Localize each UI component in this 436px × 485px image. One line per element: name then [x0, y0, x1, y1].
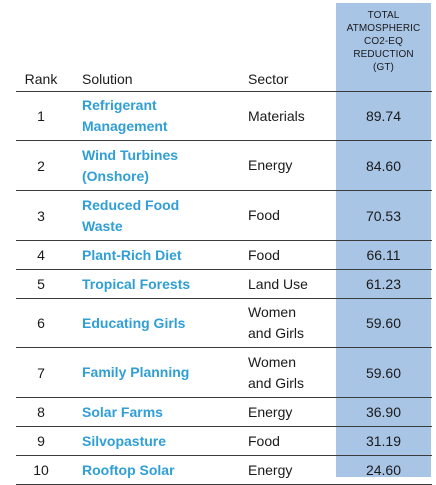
sector-line: Energy — [248, 403, 293, 420]
row-solution: Tropical Forests — [82, 274, 248, 295]
table-row: 8 Solar Farms Energy 36.90 — [16, 397, 432, 426]
row-solution: Silvopasture — [82, 431, 248, 452]
sector-line: Food — [248, 432, 280, 449]
sector-line: and Girls — [248, 325, 305, 341]
table-row: 1 Refrigerant Management Materials 89.74 — [16, 91, 432, 140]
header-value-line: (GT) — [373, 62, 394, 73]
solution-line: Rooftop Solar — [82, 461, 175, 478]
row-solution: Reduced Food Waste — [82, 195, 248, 237]
sector-line: Land Use — [248, 275, 308, 292]
row-solution: Family Planning — [82, 362, 248, 383]
table-row: 10 Rooftop Solar Energy 24.60 — [16, 455, 432, 484]
row-rank: 6 — [37, 315, 45, 331]
sector-line: Energy — [248, 461, 293, 478]
solution-line: Solar Farms — [82, 403, 163, 420]
row-sector: Energy — [248, 460, 336, 481]
sector-line: Food — [248, 246, 280, 263]
row-sector: Food — [248, 431, 336, 452]
header-value: TOTAL ATMOSPHERIC CO2-EQ REDUCTION (GT) — [336, 9, 431, 74]
row-value: 84.60 — [365, 157, 402, 174]
solution-line: (Onshore) — [82, 167, 149, 184]
solutions-table: Rank Solution Sector TOTAL ATMOSPHERIC C… — [16, 3, 432, 485]
row-sector: Women and Girls — [248, 352, 336, 394]
row-sector: Energy — [248, 155, 336, 176]
sector-line: Energy — [248, 157, 293, 173]
sector-line: Women — [248, 353, 296, 370]
row-solution: Rooftop Solar — [82, 460, 248, 481]
row-rank: 2 — [37, 157, 45, 174]
header-value-line: CO2-EQ — [364, 36, 403, 47]
row-value: 70.53 — [365, 207, 402, 224]
solution-line: Management — [82, 118, 168, 134]
table-row: 6 Educating Girls Women and Girls 59.60 — [16, 298, 432, 347]
table-row: 3 Reduced Food Waste Food 70.53 — [16, 190, 432, 240]
row-sector: Energy — [248, 402, 336, 423]
row-solution: Refrigerant Management — [82, 95, 248, 137]
row-value: 31.19 — [365, 433, 402, 449]
solution-line: Educating Girls — [82, 314, 186, 331]
header-value-line: TOTAL — [367, 10, 400, 21]
table-row: 5 Tropical Forests Land Use 61.23 — [16, 269, 432, 298]
solution-line: Plant-Rich Diet — [82, 246, 182, 263]
row-rank: 10 — [33, 462, 49, 478]
solution-line: Silvopasture — [82, 432, 167, 449]
header-sector: Sector — [248, 71, 289, 87]
row-value: 59.60 — [365, 364, 402, 381]
row-value: 89.74 — [365, 108, 402, 124]
header-rank: Rank — [24, 71, 58, 87]
table-header: Rank Solution Sector TOTAL ATMOSPHERIC C… — [16, 3, 432, 91]
row-sector: Food — [248, 245, 336, 266]
table-row: 2 Wind Turbines (Onshore) Energy 84.60 — [16, 140, 432, 190]
sector-line: and Girls — [248, 374, 305, 391]
row-value: 36.90 — [365, 404, 402, 420]
row-rank: 7 — [37, 364, 45, 381]
table-row: 9 Silvopasture Food 31.19 — [16, 426, 432, 455]
table-row: 4 Plant-Rich Diet Food 66.11 — [16, 240, 432, 269]
row-rank: 3 — [37, 207, 45, 224]
row-rank: 9 — [37, 433, 45, 449]
header-value-line: REDUCTION — [353, 49, 414, 60]
row-rank: 4 — [37, 247, 45, 263]
solution-line: Tropical Forests — [82, 275, 191, 292]
row-value: 66.11 — [366, 247, 401, 263]
row-solution: Solar Farms — [82, 402, 248, 423]
row-sector: Women and Girls — [248, 302, 336, 344]
row-value: 61.23 — [365, 276, 402, 292]
solution-line: Wind Turbines — [82, 146, 179, 163]
sector-line: Women — [248, 304, 296, 320]
row-sector: Food — [248, 205, 336, 226]
solution-line: Refrigerant — [82, 97, 157, 113]
row-solution: Educating Girls — [82, 313, 248, 334]
solution-line: Family Planning — [82, 364, 190, 380]
sector-line: Materials — [248, 107, 305, 124]
row-solution: Plant-Rich Diet — [82, 245, 248, 266]
row-solution: Wind Turbines (Onshore) — [82, 145, 248, 187]
row-rank: 5 — [37, 276, 45, 292]
row-value: 59.60 — [365, 315, 402, 331]
header-solution: Solution — [82, 71, 133, 87]
solution-line: Reduced Food — [82, 196, 180, 213]
solution-line: Waste — [82, 217, 123, 234]
row-rank: 8 — [37, 404, 45, 420]
table-body: 1 Refrigerant Management Materials 89.74 2 Win… — [16, 91, 432, 484]
row-rank: 1 — [37, 108, 45, 124]
table-row: 7 Family Planning Women and Girls 59.60 — [16, 347, 432, 397]
row-sector: Land Use — [248, 274, 336, 295]
header-value-line: ATMOSPHERIC — [346, 23, 421, 34]
row-value: 24.60 — [365, 462, 402, 478]
row-sector: Materials — [248, 106, 336, 127]
sector-line: Food — [248, 207, 280, 223]
